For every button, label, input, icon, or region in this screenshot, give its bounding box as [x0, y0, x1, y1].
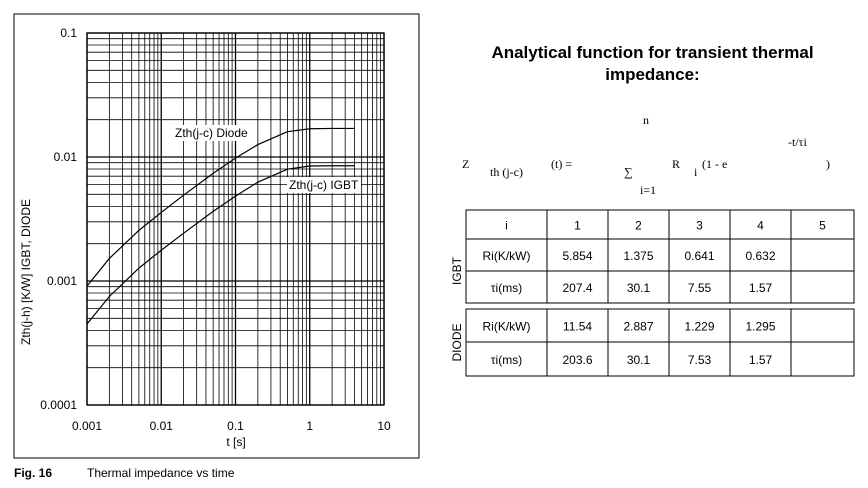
x-tick-label: 1 — [306, 419, 313, 433]
table-cell-text: 2.887 — [623, 320, 653, 334]
table-cell — [790, 308, 855, 343]
table-cell-text: 0.632 — [745, 249, 775, 263]
line-series — [86, 127, 355, 287]
formula-upper: n — [643, 113, 649, 127]
y-tick-label: 0.001 — [47, 274, 77, 288]
table-cell-text: 30.1 — [627, 353, 651, 367]
x-tick-label: 0.001 — [72, 419, 102, 433]
table-cell-text: 5.854 — [562, 249, 592, 263]
x-axis-label: t [s] — [226, 435, 245, 449]
plot-border — [86, 32, 385, 406]
group-label: DIODE — [450, 323, 464, 361]
series-label-bg — [173, 125, 251, 141]
x-tick-label: 10 — [377, 419, 391, 433]
formula-arg: (t) = — [551, 157, 572, 171]
formula-z: Z — [462, 157, 469, 171]
group-label: IGBT — [450, 256, 464, 285]
table-cell-text: 0.641 — [684, 249, 714, 263]
table-cell-text: 1.229 — [684, 320, 714, 334]
y-axis-label: Zth(j-h) [K/W] IGBT, DIODE — [19, 199, 33, 345]
formula-r: R — [672, 157, 680, 171]
sum-symbol: ∑ — [624, 165, 633, 179]
table: i 1 2 3 4 5 IGBT Ri(K/kW) 5.854 1.375 0.641 0.632 τi… — [450, 209, 855, 377]
table-cell-text: 1.295 — [745, 320, 775, 334]
formula-exponent: -t/τi — [788, 135, 807, 149]
series-label: Zth(j-c) IGBT — [289, 178, 359, 192]
table-cell-text: 1.375 — [623, 249, 653, 263]
table-cell-text: 1.57 — [749, 353, 773, 367]
caption-text: Thermal impedance vs time — [87, 466, 235, 480]
table-cell-text: 3 — [696, 219, 703, 233]
formula-close: ) — [826, 157, 830, 171]
table-cell-text: 11.54 — [563, 320, 592, 334]
table-cell-text: Ri(K/kW) — [483, 249, 531, 263]
y-tick-label: 0.01 — [54, 150, 78, 164]
table-cell-text: 2 — [635, 219, 642, 233]
table-cell-text: τi(ms) — [491, 353, 522, 367]
table-cell-text: 30.1 — [627, 281, 651, 295]
series-label: Zth(j-c) Diode — [175, 126, 248, 140]
series-label-bg — [287, 177, 361, 193]
table-cell-text: 5 — [819, 219, 826, 233]
x-tick-label: 0.01 — [150, 419, 174, 433]
formula-r-sub: i — [694, 165, 698, 179]
formula-open: (1 - e — [702, 157, 727, 171]
formula-z-sub: th (j-c) — [490, 165, 523, 179]
formula-title-box: Analytical function for transient therma… — [491, 43, 814, 84]
formula-lower: i=1 — [640, 183, 656, 197]
table-cell-text: 203.6 — [562, 353, 592, 367]
table-cell — [790, 238, 855, 272]
table-cell-text: 7.55 — [688, 281, 712, 295]
table-cell-text: 207.4 — [562, 281, 592, 295]
formula: Z th (j-c) (t) = ∑ n i=1 R i (1 - e -t/τ… — [462, 113, 830, 197]
plot-area: 0.001 0.01 0.1 1 10 0.0001 0.001 0.01 0.1 Zth(j-c… — [40, 26, 391, 433]
table-cell-text: 1 — [574, 219, 581, 233]
x-tick-label: 0.1 — [227, 419, 244, 433]
chart-frame — [13, 13, 420, 459]
table-cell-text: 7.53 — [688, 353, 712, 367]
line-series — [86, 165, 355, 325]
table-cell-text: τi(ms) — [491, 281, 522, 295]
table-cell-text: 1.57 — [749, 281, 773, 295]
table-cell — [790, 341, 855, 377]
y-tick-label: 0.0001 — [40, 398, 77, 412]
caption-number: Fig. 16 — [14, 466, 52, 480]
table-cell-text: Ri(K/kW) — [483, 320, 531, 334]
table-cell-text: 4 — [757, 219, 764, 233]
table-cell — [790, 270, 855, 304]
table-cell-text: i — [505, 219, 508, 233]
y-tick-label: 0.1 — [60, 26, 77, 40]
formula-title: Analytical function for transient therma… — [491, 43, 814, 84]
